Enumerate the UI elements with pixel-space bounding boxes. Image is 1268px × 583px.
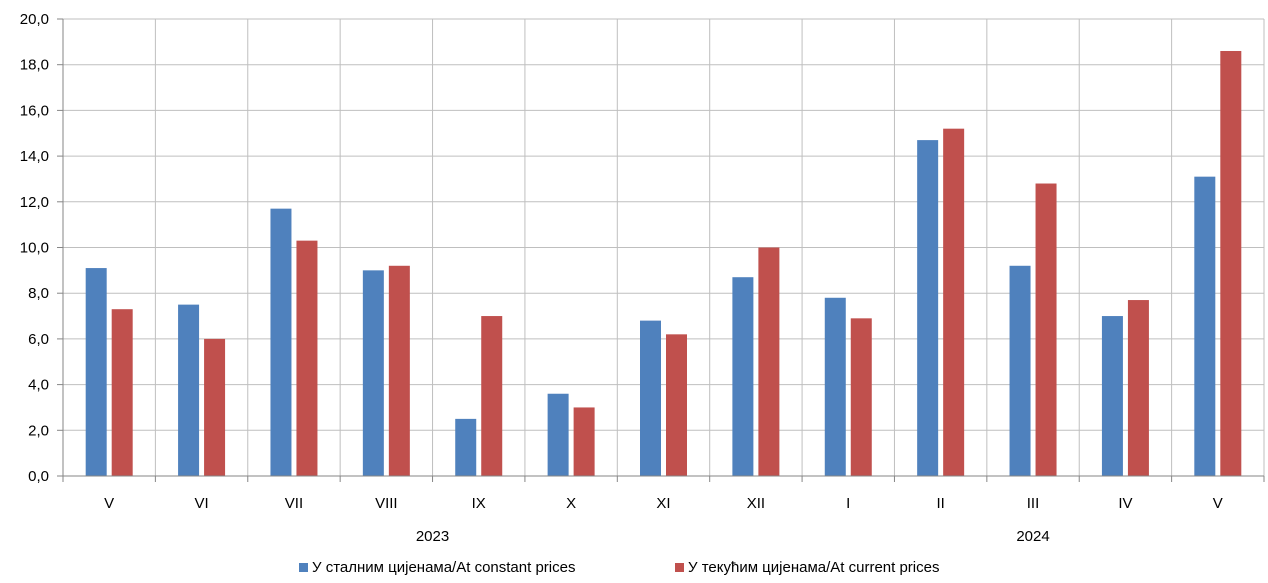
bar-current-7 xyxy=(758,247,780,476)
bar-constant-2 xyxy=(270,208,292,476)
y-tick-label: 12,0 xyxy=(20,194,49,211)
bars xyxy=(85,50,1242,477)
y-tick-label: 14,0 xyxy=(20,148,49,165)
bar-current-10 xyxy=(1035,183,1057,476)
y-tick-label: 6,0 xyxy=(28,331,49,348)
x-axis-ticks: V VI VII VIII IX X XI XII I II III IV V xyxy=(104,495,1223,512)
x-tick-label: III xyxy=(1027,495,1040,512)
bar-current-3 xyxy=(388,265,410,476)
y-tick-label: 8,0 xyxy=(28,285,49,302)
year-label: 2023 xyxy=(416,528,449,545)
bar-constant-0 xyxy=(85,268,107,476)
y-tick-label: 20,0 xyxy=(20,11,49,28)
bar-constant-10 xyxy=(1009,265,1031,476)
bar-current-9 xyxy=(943,128,965,476)
x-tick-label: I xyxy=(846,495,850,512)
bar-constant-12 xyxy=(1194,176,1216,477)
y-tick-label: 0,0 xyxy=(28,468,49,485)
bar-constant-9 xyxy=(917,140,939,477)
y-tick-label: 18,0 xyxy=(20,57,49,74)
bar-current-4 xyxy=(481,316,503,476)
legend-swatch-current xyxy=(675,563,684,572)
y-tick-label: 10,0 xyxy=(20,240,49,257)
bar-constant-11 xyxy=(1101,316,1123,476)
bar-constant-4 xyxy=(455,418,477,476)
bar-constant-1 xyxy=(178,304,200,476)
bar-current-0 xyxy=(111,309,133,476)
x-tick-label: XI xyxy=(656,495,670,512)
x-tick-label: IX xyxy=(472,495,486,512)
x-tick-label: V xyxy=(104,495,114,512)
y-tick-label: 2,0 xyxy=(28,422,49,439)
y-tick-label: 16,0 xyxy=(20,102,49,119)
x-tick-label: IV xyxy=(1118,495,1132,512)
grid-lines xyxy=(63,18,1265,476)
legend-label-current: У текућим цијенама/At current prices xyxy=(688,559,939,576)
x-tick-label: V xyxy=(1213,495,1223,512)
bar-current-8 xyxy=(850,318,872,476)
y-tick-label: 4,0 xyxy=(28,377,49,394)
bar-current-11 xyxy=(1127,300,1149,476)
x-tick-label: VII xyxy=(285,495,303,512)
legend-swatch-constant xyxy=(299,563,308,572)
legend-label-constant: У сталним цијенама/At constant prices xyxy=(312,559,575,576)
bar-current-5 xyxy=(573,407,595,476)
bar-constant-7 xyxy=(732,277,754,476)
bar-constant-5 xyxy=(547,393,569,476)
bar-current-1 xyxy=(204,338,226,476)
year-group-labels: 2023 2024 xyxy=(416,528,1050,545)
bar-constant-3 xyxy=(362,270,384,476)
x-tick-label: VIII xyxy=(375,495,398,512)
bar-constant-6 xyxy=(640,320,661,476)
x-tick-label: XII xyxy=(747,495,765,512)
x-tick-label: II xyxy=(936,495,944,512)
legend: У сталним цијенама/At constant prices У т… xyxy=(299,559,939,576)
x-tick-label: VI xyxy=(194,495,208,512)
year-label: 2024 xyxy=(1016,528,1049,545)
bar-current-6 xyxy=(666,334,687,476)
axes xyxy=(57,18,1265,482)
bar-current-12 xyxy=(1220,50,1242,477)
bar-current-2 xyxy=(296,240,318,476)
bar-constant-8 xyxy=(824,297,846,476)
x-tick-label: X xyxy=(566,495,576,512)
y-axis-ticks: 0,0 2,0 4,0 6,0 8,0 10,0 12,0 14,0 16,0 18,0 20,0 xyxy=(20,11,49,485)
